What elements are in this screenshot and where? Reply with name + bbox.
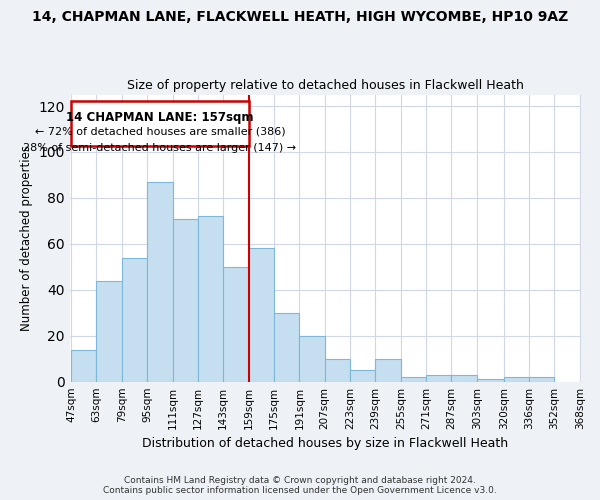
Bar (299, 336, 325, 382)
Y-axis label: Number of detached properties: Number of detached properties (20, 145, 33, 331)
Bar (477, 380, 504, 382)
Text: 14, CHAPMAN LANE, FLACKWELL HEATH, HIGH WYCOMBE, HP10 9AZ: 14, CHAPMAN LANE, FLACKWELL HEATH, HIGH … (32, 10, 568, 24)
Bar (401, 377, 426, 382)
Text: Contains HM Land Registry data © Crown copyright and database right 2024.
Contai: Contains HM Land Registry data © Crown c… (103, 476, 497, 495)
Bar (97, 280, 122, 382)
Text: ← 72% of detached houses are smaller (386): ← 72% of detached houses are smaller (38… (35, 126, 285, 136)
Bar (198, 216, 223, 382)
Bar (426, 375, 451, 382)
Bar (248, 248, 274, 382)
Bar (529, 377, 554, 382)
Bar (451, 375, 477, 382)
Bar (504, 377, 529, 382)
Text: 14 CHAPMAN LANE: 157sqm: 14 CHAPMAN LANE: 157sqm (66, 110, 254, 124)
Bar (173, 218, 198, 382)
Bar (122, 258, 147, 382)
Title: Size of property relative to detached houses in Flackwell Heath: Size of property relative to detached ho… (127, 79, 524, 92)
Bar (325, 358, 350, 382)
Bar (71, 350, 97, 382)
Bar (147, 182, 173, 382)
Text: 28% of semi-detached houses are larger (147) →: 28% of semi-detached houses are larger (… (23, 143, 296, 153)
Bar (376, 358, 401, 382)
Bar (71, 102, 248, 146)
Bar (223, 267, 248, 382)
Bar (350, 370, 376, 382)
Bar (274, 313, 299, 382)
X-axis label: Distribution of detached houses by size in Flackwell Heath: Distribution of detached houses by size … (142, 437, 509, 450)
